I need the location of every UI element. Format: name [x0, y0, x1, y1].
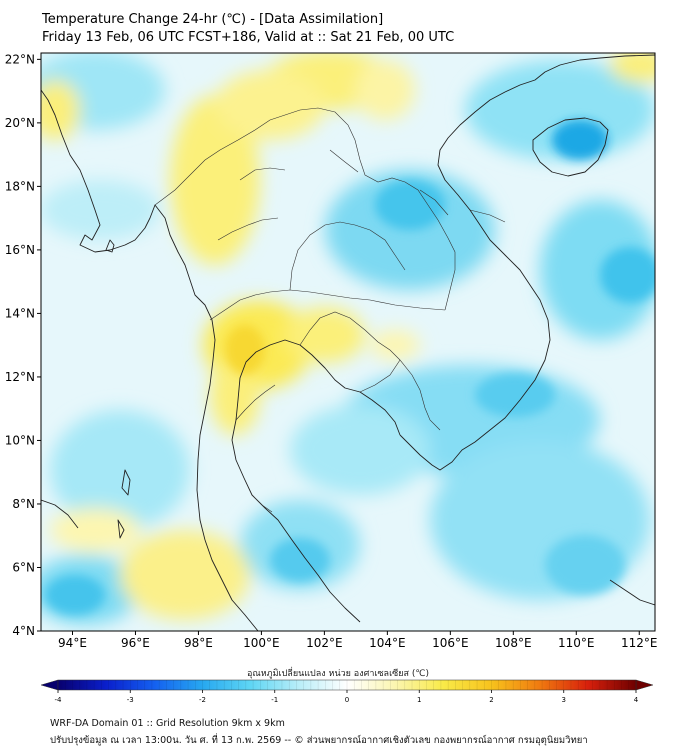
colorbar-tick-label: -4 [55, 696, 63, 704]
lon-tick-label: 108°E [495, 636, 532, 650]
colorbar-tick-label: 0 [345, 696, 349, 704]
map-title: Temperature Change 24-hr (℃) - [Data Ass… [42, 12, 384, 27]
colorbar-tick-label: 3 [562, 696, 566, 704]
colorbar-tick-label: 1 [417, 696, 421, 704]
lat-tick-label: 10°N [5, 433, 35, 447]
lat-tick-label: 12°N [5, 370, 35, 384]
colorbar-tick-label: 2 [489, 696, 493, 704]
map-frame [40, 52, 656, 632]
lon-tick-label: 112°E [621, 636, 658, 650]
colorbar-tick-label: -2 [199, 696, 206, 704]
borders [154, 107, 506, 513]
colorbar-max-arrow [635, 679, 654, 691]
lon-tick-label: 110°E [558, 636, 595, 650]
temperature-field [41, 53, 655, 625]
model-info: WRF-DA Domain 01 :: Grid Resolution 9km … [50, 718, 285, 729]
lat-tick-label: 6°N [12, 560, 35, 574]
lon-tick-label: 96°E [121, 636, 150, 650]
lon-tick-label: 94°E [58, 636, 87, 650]
colorbar-label: อุณหภูมิเปลี่ยนแปลง หน่วย องศาเซลเซียส (… [246, 669, 430, 679]
lon-tick-label: 98°E [184, 636, 213, 650]
lon-tick-label: 102°E [306, 636, 343, 650]
update-info: ปรับปรุงข้อมูล ณ เวลา 13:00น. วัน ศ. ที่… [50, 735, 588, 746]
lon-tick-label: 106°E [432, 636, 469, 650]
coastlines [41, 54, 655, 631]
map-subtitle: Friday 13 Feb, 06 UTC FCST+186, Valid at… [42, 30, 455, 45]
lon-tick-label: 100°E [243, 636, 280, 650]
lat-tick-label: 14°N [5, 306, 35, 320]
lat-tick-label: 20°N [5, 116, 35, 130]
lon-tick-label: 104°E [369, 636, 406, 650]
colorbar: -4 -3 -2 -1 0 1 2 3 4 [40, 679, 654, 704]
lat-tick-label: 18°N [5, 179, 35, 193]
lat-tick-label: 8°N [12, 497, 35, 511]
colorbar-tick-label: 4 [634, 696, 639, 704]
colorbar-tick-label: -1 [271, 696, 278, 704]
lat-tick-label: 4°N [12, 624, 35, 638]
lat-tick-label: 22°N [5, 52, 35, 66]
map-axes: 22°N 20°N 18°N 16°N 14°N 12°N 10°N 8°N 6°N 4°N 94°… [5, 52, 658, 650]
cooling-cores [45, 120, 655, 615]
colorbar-min-arrow [40, 679, 59, 691]
colorbar-tick-label: -3 [127, 696, 134, 704]
lat-tick-label: 16°N [5, 243, 35, 257]
